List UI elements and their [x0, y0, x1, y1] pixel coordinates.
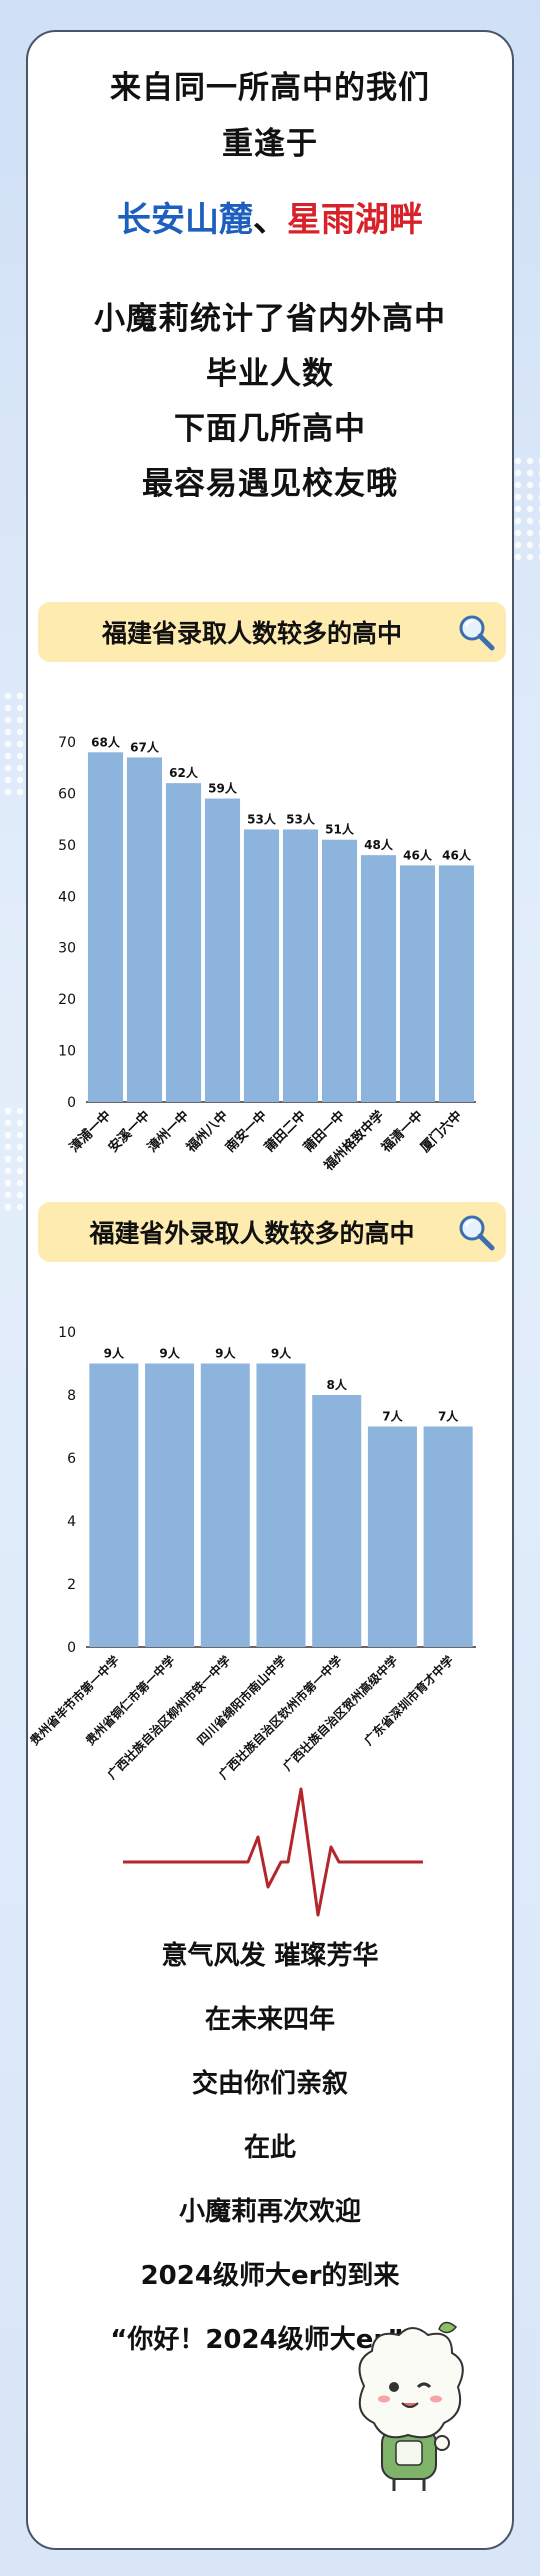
y-tick-label: 20: [58, 992, 76, 1008]
poster-card: 来自同一所高中的我们 重逢于 长安山麓、星雨湖畔 小魔莉统计了省内外高中 毕业人…: [26, 30, 514, 2550]
places-heading: 长安山麓、星雨湖畔: [28, 192, 512, 248]
place-separator: 、: [253, 200, 287, 240]
y-tick-label: 2: [67, 1577, 76, 1593]
y-tick-label: 8: [67, 1388, 76, 1404]
bar: [200, 1363, 250, 1647]
bar: [360, 855, 397, 1102]
section-title-out-province-text: 福建省外录取人数较多的高中: [89, 1219, 415, 1248]
section-title-in-province: 福建省录取人数较多的高中: [38, 602, 506, 662]
bar: [87, 752, 124, 1102]
y-tick-label: 30: [58, 941, 76, 957]
y-tick-label: 10: [58, 1325, 76, 1341]
data-label: 9人: [271, 1346, 292, 1361]
section-title-in-province-text: 福建省录取人数较多的高中: [101, 619, 402, 648]
data-label: 7人: [382, 1409, 403, 1424]
x-tick-label: 南安一中: [222, 1108, 270, 1156]
chart-in-province: 0 10 20 30 40 50 60 70 68人漳浦一中 67人安溪一中 62人漳州一中 59人福…: [28, 682, 512, 1232]
data-label: 53人: [286, 811, 316, 826]
y-tick-label: 10: [58, 1044, 76, 1060]
bar: [126, 757, 163, 1102]
y-tick-label: 6: [67, 1451, 76, 1467]
bar: [423, 1426, 473, 1647]
intro-line-6: 最容易遇见校友哦: [142, 466, 398, 502]
data-label: 59人: [208, 781, 238, 796]
closing-line-3: 交由你们亲叙: [191, 2069, 348, 2099]
x-tick-label: 安溪一中: [105, 1108, 153, 1156]
bar: [399, 865, 436, 1102]
bar: [321, 839, 358, 1102]
y-tick-label: 0: [67, 1640, 76, 1656]
section-title-out-province: 福建省外录取人数较多的高中: [38, 1202, 506, 1262]
place-xingyu: 星雨湖畔: [287, 200, 423, 240]
bar: [312, 1395, 362, 1647]
x-tick-label: 贵州省铜仁市第一中学: [82, 1653, 177, 1748]
intro-line-2: 重逢于: [222, 126, 318, 162]
chart-out-province: 0 2 4 6 8 10 9人贵州省毕节市第一中学 9人贵州省铜仁市第一中学 9人广西壮族自治区…: [28, 1282, 512, 1802]
data-label: 62人: [169, 765, 199, 780]
stats-intro: 小魔莉统计了省内外高中 毕业人数 下面几所高中 最容易遇见校友哦: [28, 292, 512, 512]
x-tick-label: 厦门六中: [417, 1108, 465, 1156]
x-tick-label: 漳浦一中: [66, 1108, 114, 1156]
place-changan: 长安山麓: [117, 200, 253, 240]
data-label: 68人: [91, 734, 121, 749]
data-label: 7人: [438, 1409, 459, 1424]
magnifier-icon: [459, 1215, 495, 1251]
bar: [282, 829, 319, 1102]
y-tick-label: 0: [67, 1095, 76, 1111]
data-label: 53人: [247, 811, 277, 826]
data-label: 9人: [104, 1346, 125, 1361]
closing-line-5: 小魔莉再次欢迎: [178, 2197, 361, 2227]
closing-line-2: 在未来四年: [204, 2005, 335, 2035]
intro-line-1: 来自同一所高中的我们: [110, 70, 430, 106]
bar: [145, 1363, 195, 1647]
data-label: 46人: [403, 847, 433, 862]
data-label: 8人: [327, 1377, 348, 1392]
x-tick-label: 贵州省毕节市第一中学: [28, 1653, 122, 1748]
intro-line-3: 小魔莉统计了省内外高中: [94, 301, 446, 337]
bar: [243, 829, 280, 1102]
bar: [367, 1426, 417, 1647]
bar: [165, 783, 202, 1102]
data-label: 67人: [130, 739, 160, 754]
bar: [438, 865, 475, 1102]
intro-line-5: 下面几所高中: [174, 411, 366, 447]
x-tick-label: 莆田二中: [261, 1108, 309, 1156]
y-tick-label: 70: [58, 735, 76, 751]
y-tick-label: 40: [58, 889, 76, 905]
data-label: 9人: [159, 1346, 180, 1361]
bar: [89, 1363, 139, 1647]
closing-line-4: 在此: [243, 2133, 296, 2163]
x-tick-label: 福州八中: [183, 1108, 232, 1157]
bar: [256, 1363, 306, 1647]
x-tick-label: 广西壮族自治区贺州高级中学: [280, 1653, 401, 1774]
x-tick-label: 漳州一中: [144, 1108, 192, 1156]
intro-line-4: 毕业人数: [206, 356, 334, 392]
data-label: 48人: [364, 837, 394, 852]
closing-line-1: 意气风发 璀璨芳华: [161, 1941, 379, 1971]
intro-heading: 来自同一所高中的我们 重逢于: [28, 60, 512, 172]
closing-line-6: 2024级师大er的到来: [140, 2261, 400, 2291]
closing-message: 意气风发 璀璨芳华 在未来四年 交由你们亲叙 在此 小魔莉再次欢迎 2024级师…: [28, 1924, 512, 2372]
heartbeat-line-icon: [123, 1787, 423, 1917]
bar: [204, 798, 241, 1102]
magnifier-icon: [459, 615, 495, 651]
mascot-illustration: [358, 2321, 464, 2491]
x-tick-label: 福清一中: [378, 1108, 427, 1157]
x-tick-label: 广东省深圳市育才中学: [361, 1653, 456, 1748]
y-tick-label: 60: [58, 786, 76, 802]
data-label: 51人: [325, 822, 355, 837]
data-label: 9人: [215, 1346, 236, 1361]
y-tick-label: 4: [67, 1514, 76, 1530]
y-tick-label: 50: [58, 838, 76, 854]
data-label: 46人: [442, 847, 472, 862]
x-tick-label: 四川省绵阳市南山中学: [194, 1653, 289, 1748]
